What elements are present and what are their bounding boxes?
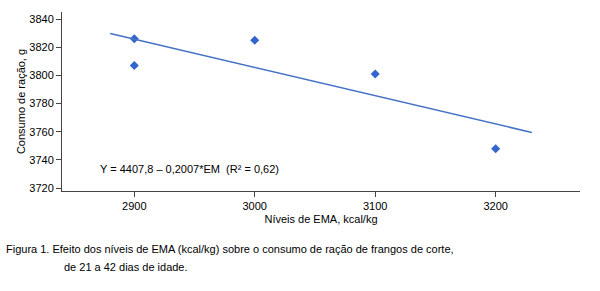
svg-text:Níveis de EMA, kcal/kg: Níveis de EMA, kcal/kg [264,213,377,225]
svg-text:Consumo de ração, g: Consumo de ração, g [15,49,27,154]
svg-text:3200: 3200 [483,200,507,212]
svg-text:3000: 3000 [242,200,266,212]
svg-text:3800: 3800 [29,69,53,81]
svg-text:3100: 3100 [363,200,387,212]
svg-text:Figura 1. Efeito dos níveis de: Figura 1. Efeito dos níveis de EMA (kcal… [6,243,454,255]
svg-text:3720: 3720 [29,182,53,194]
svg-text:3740: 3740 [29,154,53,166]
svg-text:Y = 4407,8 – 0,2007*EM (R² =: Y = 4407,8 – 0,2007*EM (R² = 0,62) [100,163,279,175]
svg-text:3780: 3780 [29,97,53,109]
svg-text:3840: 3840 [29,13,53,25]
svg-text:3760: 3760 [29,126,53,138]
svg-text:3820: 3820 [29,41,53,53]
svg-text:2900: 2900 [122,200,146,212]
svg-text:de 21 a 42 dias de idade.: de 21 a 42 dias de idade. [64,261,188,273]
